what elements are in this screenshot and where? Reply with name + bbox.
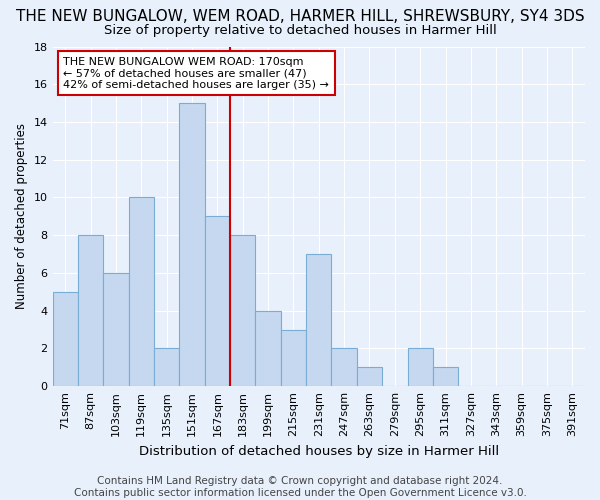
Bar <box>53 292 78 386</box>
Bar <box>179 103 205 386</box>
Bar <box>256 310 281 386</box>
Bar <box>407 348 433 386</box>
Bar <box>433 368 458 386</box>
Bar <box>306 254 331 386</box>
Text: Contains HM Land Registry data © Crown copyright and database right 2024.
Contai: Contains HM Land Registry data © Crown c… <box>74 476 526 498</box>
Y-axis label: Number of detached properties: Number of detached properties <box>15 124 28 310</box>
Bar <box>128 198 154 386</box>
Text: THE NEW BUNGALOW, WEM ROAD, HARMER HILL, SHREWSBURY, SY4 3DS: THE NEW BUNGALOW, WEM ROAD, HARMER HILL,… <box>16 9 584 24</box>
Bar <box>281 330 306 386</box>
X-axis label: Distribution of detached houses by size in Harmer Hill: Distribution of detached houses by size … <box>139 444 499 458</box>
Bar <box>154 348 179 386</box>
Bar <box>103 273 128 386</box>
Bar <box>230 235 256 386</box>
Bar <box>331 348 357 386</box>
Bar <box>205 216 230 386</box>
Text: THE NEW BUNGALOW WEM ROAD: 170sqm
← 57% of detached houses are smaller (47)
42% : THE NEW BUNGALOW WEM ROAD: 170sqm ← 57% … <box>63 56 329 90</box>
Bar <box>78 235 103 386</box>
Text: Size of property relative to detached houses in Harmer Hill: Size of property relative to detached ho… <box>104 24 496 37</box>
Bar <box>357 368 382 386</box>
